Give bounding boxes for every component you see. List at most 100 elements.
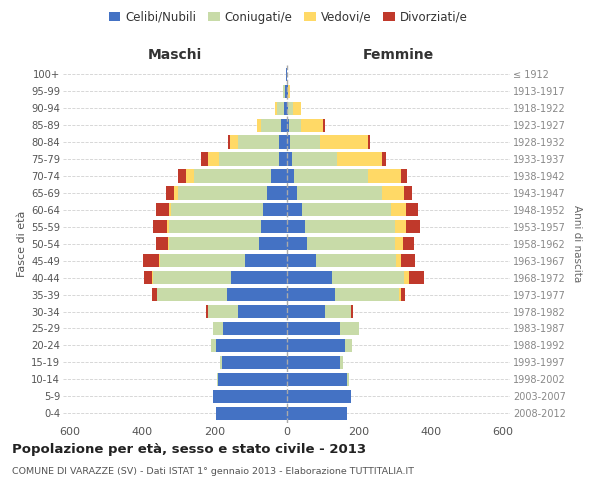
Bar xyxy=(169,220,260,234)
Bar xyxy=(287,305,325,318)
Bar xyxy=(289,84,290,98)
Bar xyxy=(406,220,420,234)
Bar xyxy=(228,136,230,148)
Bar xyxy=(340,322,359,335)
Bar xyxy=(178,186,266,200)
Bar xyxy=(230,271,287,284)
Bar xyxy=(220,356,221,369)
Bar xyxy=(287,390,350,403)
Bar xyxy=(352,305,353,318)
Bar xyxy=(278,152,287,166)
Bar xyxy=(260,220,287,234)
Bar xyxy=(287,204,302,216)
Bar xyxy=(368,136,370,148)
Bar xyxy=(294,170,368,182)
Text: Maschi: Maschi xyxy=(148,48,202,62)
Bar xyxy=(316,254,396,268)
Bar xyxy=(143,254,158,268)
Bar xyxy=(287,102,289,115)
Bar xyxy=(287,84,289,98)
Bar xyxy=(368,170,401,182)
Bar xyxy=(293,102,301,115)
Bar xyxy=(287,356,340,369)
Bar xyxy=(257,118,261,132)
Bar xyxy=(347,372,349,386)
Bar xyxy=(340,356,343,369)
Bar xyxy=(212,390,287,403)
Bar xyxy=(169,204,171,216)
Bar xyxy=(266,186,287,200)
Bar xyxy=(281,118,287,132)
Text: Popolazione per età, sesso e stato civile - 2013: Popolazione per età, sesso e stato civil… xyxy=(12,442,366,456)
Bar xyxy=(332,271,404,284)
Bar xyxy=(287,186,298,200)
Bar xyxy=(292,152,337,166)
Bar xyxy=(395,237,403,250)
Bar xyxy=(305,220,395,234)
Bar xyxy=(152,271,153,284)
Bar xyxy=(261,118,281,132)
Bar xyxy=(275,102,277,115)
Bar xyxy=(263,204,287,216)
Bar xyxy=(153,271,230,284)
Text: COMUNE DI VARAZZE (SV) - Dati ISTAT 1° gennaio 2013 - Elaborazione TUTTITALIA.IT: COMUNE DI VARAZZE (SV) - Dati ISTAT 1° g… xyxy=(12,468,414,476)
Bar xyxy=(287,322,340,335)
Bar xyxy=(194,170,271,182)
Bar xyxy=(152,288,157,301)
Bar xyxy=(382,186,404,200)
Bar xyxy=(223,322,287,335)
Bar xyxy=(208,305,238,318)
Bar xyxy=(171,204,263,216)
Bar xyxy=(323,118,325,132)
Bar xyxy=(382,152,386,166)
Bar xyxy=(403,237,414,250)
Bar xyxy=(201,152,208,166)
Bar xyxy=(230,136,238,148)
Bar xyxy=(217,372,218,386)
Bar xyxy=(345,339,352,352)
Bar xyxy=(287,237,307,250)
Bar xyxy=(287,170,294,182)
Bar xyxy=(320,136,368,148)
Bar xyxy=(238,305,287,318)
Bar xyxy=(289,118,301,132)
Bar xyxy=(158,254,160,268)
Y-axis label: Fasce di età: Fasce di età xyxy=(17,210,27,277)
Bar xyxy=(211,339,216,352)
Bar xyxy=(298,186,382,200)
Bar xyxy=(212,322,223,335)
Bar xyxy=(216,339,287,352)
Bar xyxy=(290,136,320,148)
Bar xyxy=(401,170,407,182)
Bar xyxy=(287,254,316,268)
Bar xyxy=(156,237,167,250)
Bar xyxy=(400,288,401,301)
Bar xyxy=(144,271,152,284)
Bar xyxy=(307,237,395,250)
Bar xyxy=(227,288,287,301)
Bar xyxy=(186,170,194,182)
Bar xyxy=(287,220,305,234)
Bar xyxy=(155,204,169,216)
Bar xyxy=(401,254,415,268)
Bar xyxy=(216,406,287,420)
Bar xyxy=(245,254,287,268)
Bar xyxy=(157,288,227,301)
Bar xyxy=(406,204,418,216)
Bar xyxy=(271,170,287,182)
Bar xyxy=(287,288,335,301)
Text: Femmine: Femmine xyxy=(362,48,434,62)
Bar xyxy=(160,254,245,268)
Bar xyxy=(401,288,406,301)
Bar xyxy=(286,68,287,81)
Bar xyxy=(287,152,292,166)
Bar xyxy=(208,152,219,166)
Bar xyxy=(167,237,169,250)
Bar xyxy=(284,102,287,115)
Bar xyxy=(287,136,290,148)
Bar xyxy=(337,152,382,166)
Bar xyxy=(287,118,289,132)
Bar xyxy=(396,254,401,268)
Bar xyxy=(287,372,347,386)
Bar xyxy=(174,186,178,200)
